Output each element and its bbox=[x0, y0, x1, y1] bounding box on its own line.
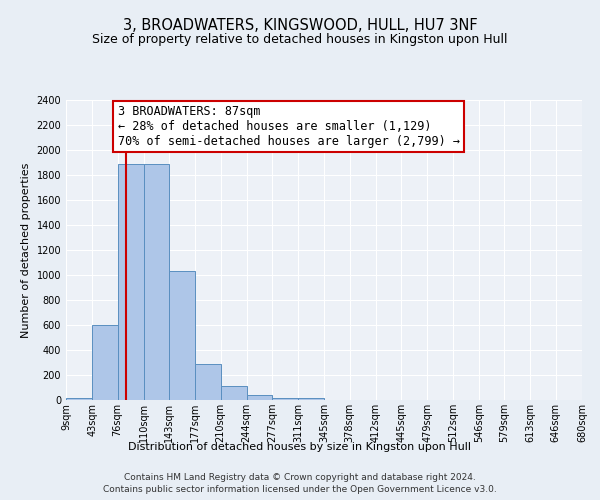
Text: Size of property relative to detached houses in Kingston upon Hull: Size of property relative to detached ho… bbox=[92, 32, 508, 46]
Bar bbox=[169, 271, 195, 400]
Text: Distribution of detached houses by size in Kingston upon Hull: Distribution of detached houses by size … bbox=[128, 442, 472, 452]
Y-axis label: Number of detached properties: Number of detached properties bbox=[21, 162, 31, 338]
Bar bbox=[298, 398, 325, 400]
Bar bbox=[221, 386, 247, 400]
Bar bbox=[118, 164, 143, 400]
Bar bbox=[143, 164, 169, 400]
Text: Contains public sector information licensed under the Open Government Licence v3: Contains public sector information licen… bbox=[103, 485, 497, 494]
Bar bbox=[195, 364, 221, 400]
Text: Contains HM Land Registry data © Crown copyright and database right 2024.: Contains HM Land Registry data © Crown c… bbox=[124, 472, 476, 482]
Bar bbox=[247, 395, 272, 400]
Bar bbox=[92, 325, 118, 400]
Bar bbox=[272, 398, 298, 400]
Text: 3, BROADWATERS, KINGSWOOD, HULL, HU7 3NF: 3, BROADWATERS, KINGSWOOD, HULL, HU7 3NF bbox=[122, 18, 478, 32]
Bar bbox=[66, 398, 92, 400]
Text: 3 BROADWATERS: 87sqm
← 28% of detached houses are smaller (1,129)
70% of semi-de: 3 BROADWATERS: 87sqm ← 28% of detached h… bbox=[118, 105, 460, 148]
